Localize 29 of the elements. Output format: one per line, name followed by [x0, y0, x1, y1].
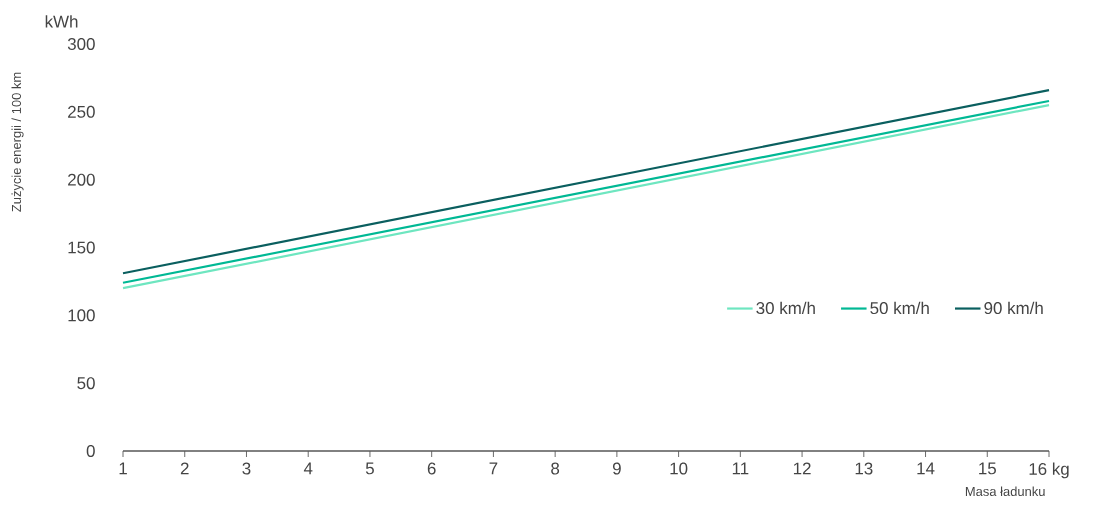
x-tick-label: 2 — [180, 462, 189, 475]
x-tick-label: 10 — [670, 462, 688, 475]
x-axis-title: Masa ładunku — [965, 486, 1045, 497]
x-tick-label: 4 — [303, 462, 313, 475]
legend-label: 50 km/h — [870, 301, 929, 315]
x-tick-label: 1 — [119, 462, 127, 475]
x-tick-label: 8 — [551, 462, 560, 475]
y-tick-label: 100 — [68, 309, 95, 322]
y-tick-label: 200 — [68, 173, 95, 186]
x-tick-label: 5 — [365, 462, 374, 475]
x-tick-label: 14 — [917, 462, 935, 475]
legend-label: 30 km/h — [756, 301, 815, 315]
x-tick-label: 15 — [979, 462, 996, 475]
x-tick-label: 7 — [489, 462, 498, 475]
x-tick-label: 3 — [242, 462, 251, 475]
text: kWh — [45, 15, 78, 28]
legend-label: 90 km/h — [984, 301, 1043, 315]
x-tick-label: 11 — [732, 462, 749, 475]
y-axis-title: Zużycie energii / 100 km — [11, 72, 24, 212]
x-tick-label: 13 — [855, 462, 873, 475]
y-tick-label: 150 — [68, 241, 95, 254]
x-tick-label: 16 kg — [1029, 462, 1069, 479]
y-tick-label: 0 — [86, 445, 95, 457]
y-tick-label: 250 — [68, 105, 95, 118]
x-tick-label: 12 — [793, 462, 811, 475]
x-tick-label: 9 — [612, 462, 621, 475]
y-tick-label: 300 — [67, 38, 95, 50]
y-tick-label: 50 — [77, 377, 95, 390]
x-tick-label: 6 — [427, 462, 436, 475]
